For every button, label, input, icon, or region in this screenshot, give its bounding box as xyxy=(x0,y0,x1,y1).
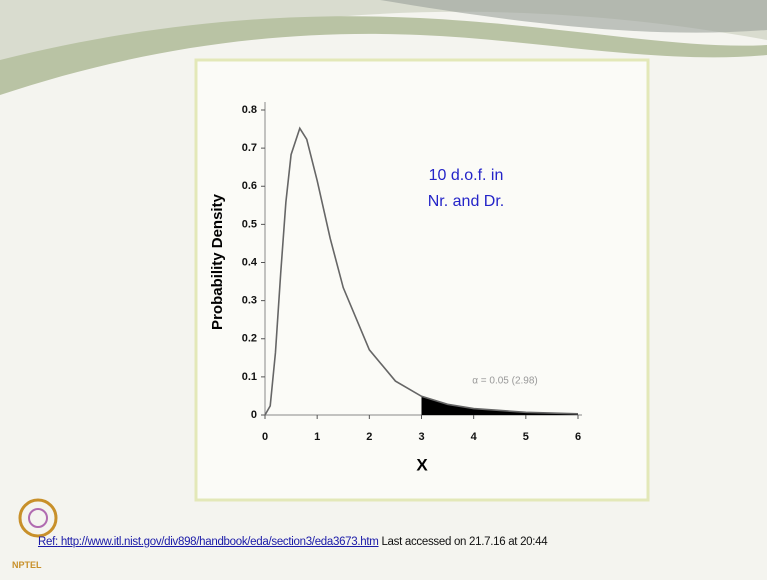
y-axis-label: Probability Density xyxy=(209,193,226,330)
y-tick-label: 0.4 xyxy=(242,256,258,268)
reference-label: Ref: xyxy=(38,536,58,548)
x-tick-label: 2 xyxy=(366,431,372,443)
x-tick-label: 0 xyxy=(262,431,268,443)
y-tick-label: 0.2 xyxy=(242,333,257,345)
x-tick-label: 5 xyxy=(523,431,529,443)
annotation: 10 d.o.f. in xyxy=(429,167,504,184)
x-tick-label: 1 xyxy=(314,431,320,443)
chart-frame xyxy=(194,58,650,502)
y-tick-label: 0.6 xyxy=(242,180,257,192)
swoosh xyxy=(0,0,767,90)
reference-note: Last accessed on 21.7.16 at 20:44 xyxy=(381,536,548,548)
y-tick-label: 0.7 xyxy=(242,142,257,154)
swoosh xyxy=(0,16,767,95)
reference: Ref: http://www.itl.nist.gov/div898/hand… xyxy=(38,536,548,548)
x-tick-label: 3 xyxy=(418,431,424,443)
density-curve xyxy=(264,126,579,416)
logo-mark xyxy=(28,508,48,528)
reference-link[interactable]: Ref: http://www.itl.nist.gov/div898/hand… xyxy=(38,536,379,548)
logo-text: NPTEL xyxy=(12,560,42,570)
y-tick-label: 0.5 xyxy=(242,218,257,230)
annotation: Nr. and Dr. xyxy=(428,193,504,210)
y-tick-label: 0.8 xyxy=(242,104,257,116)
reference-url: http://www.itl.nist.gov/div898/handbook/… xyxy=(60,536,379,548)
y-tick-label: 0.3 xyxy=(242,295,257,307)
swoosh xyxy=(380,0,767,33)
x-axis-label: X xyxy=(416,455,428,474)
x-tick-label: 4 xyxy=(471,431,478,443)
y-tick-label: 0.1 xyxy=(242,371,257,383)
y-tick-label: 0 xyxy=(251,409,257,421)
tail-area xyxy=(421,396,578,415)
x-tick-label: 6 xyxy=(575,431,581,443)
alpha-label: α = 0.05 (2.98) xyxy=(472,376,538,387)
logo-mark xyxy=(18,498,58,538)
